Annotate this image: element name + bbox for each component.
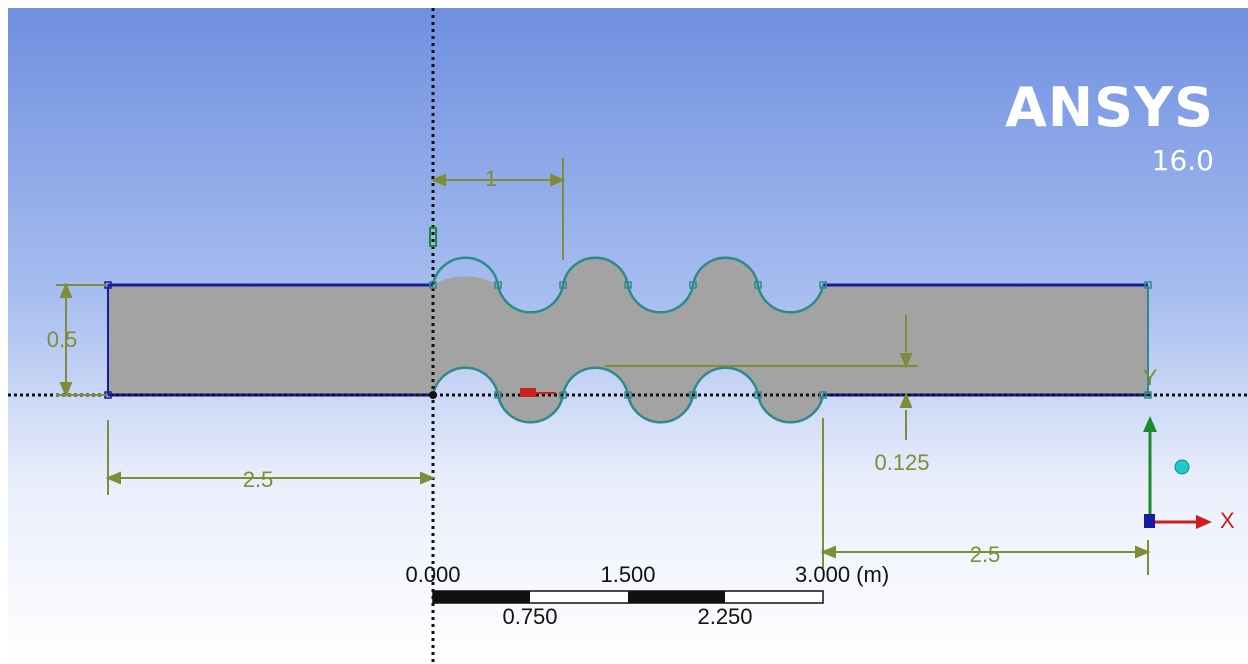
scale-label-1500: 1.500 — [600, 562, 655, 587]
dim-height-label: 0.5 — [47, 327, 78, 352]
triad-z-dot-icon — [1144, 514, 1155, 528]
dim-right-length[interactable] — [820, 418, 1151, 575]
scale-label-750: 0.750 — [502, 604, 557, 629]
dim-height[interactable] — [56, 282, 108, 398]
triad-y-label: Y — [1143, 365, 1158, 390]
triad-x-arrow-icon — [1196, 515, 1212, 529]
dim-wave-pitch-label: 1 — [485, 166, 497, 191]
dim-left-length[interactable] — [105, 420, 436, 495]
dim-right-length-label: 2.5 — [970, 542, 1001, 567]
ansys-logo: ANSYS — [1005, 76, 1214, 139]
scale-label-2250: 2.250 — [697, 604, 752, 629]
scale-label-3000: 3.000 (m) — [795, 562, 889, 587]
triad-y-arrow-icon — [1143, 416, 1157, 432]
scale-label-0: 0.000 — [405, 562, 460, 587]
constraint-marker-icon — [429, 227, 437, 247]
local-axis-arrow-icon — [520, 388, 556, 397]
sketch-body[interactable] — [108, 257, 1148, 423]
triad-x-label: X — [1220, 508, 1235, 533]
triad[interactable] — [1143, 416, 1212, 529]
dim-left-length-label: 2.5 — [243, 467, 274, 492]
dim-wave-pitch[interactable] — [430, 158, 566, 260]
origin-marker-icon — [429, 391, 437, 399]
iso-ball-icon[interactable] — [1174, 459, 1190, 475]
edge-wave-top[interactable] — [431, 256, 825, 314]
dim-wave-amplitude-label: 0.125 — [874, 450, 929, 475]
scale-bar — [432, 590, 824, 604]
ansys-version: 16.0 — [1152, 144, 1214, 177]
vertex-points[interactable] — [104, 281, 1152, 399]
dim-wave-amplitude[interactable] — [605, 315, 918, 440]
